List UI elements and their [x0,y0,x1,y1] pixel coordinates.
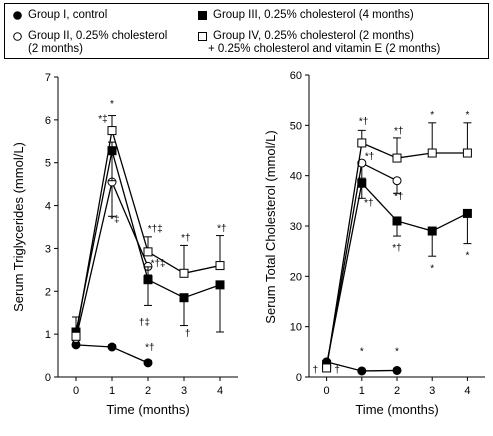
data-point [357,178,367,188]
significance-annotation: * [465,251,469,262]
significance-annotation: * [360,346,364,357]
significance-annotation: *† [364,198,373,209]
significance-annotation: *‡ [110,215,119,226]
x-tick-label: 0 [73,385,79,397]
x-tick-label: 0 [324,385,330,397]
y-tick-label: 60 [290,70,302,82]
data-point [462,148,472,158]
data-point [357,158,367,168]
data-point [427,226,437,236]
data-point [357,138,367,148]
y-tick-label: 20 [290,271,302,283]
data-point [322,363,332,373]
significance-annotation: *† [217,223,226,234]
x-tick-label: 1 [359,385,365,397]
x-tick-label: 4 [217,385,223,397]
x-tick-label: 4 [464,385,470,397]
data-point [143,275,153,285]
legend-marker-filled-circle-icon [13,11,22,20]
x-axis-label: Time (months) [106,402,189,417]
legend-label-line2: (2 months) [28,43,83,55]
series-4 [322,122,472,373]
significance-annotation: * [110,99,114,110]
y-tick-label: 0 [296,372,302,384]
y-tick-label: 0 [45,372,51,384]
legend-label: Group IV, 0.25% cholesterol (2 months) [213,30,414,42]
x-axis-label: Time (months) [355,402,438,417]
x-tick-label: 2 [394,385,400,397]
series-1 [71,340,153,368]
legend-marker-filled-square-icon [198,11,207,20]
data-point [71,331,81,341]
data-point [107,126,117,136]
significance-annotation: † [313,365,319,376]
y-tick-label: 40 [290,171,302,183]
x-tick-label: 2 [145,385,151,397]
data-point [215,261,225,271]
y-tick-label: 10 [290,322,302,334]
significance-annotation: † [334,365,340,376]
significance-annotation: * [465,110,469,121]
significance-annotation: *† [392,243,401,254]
legend-label: Group II, 0.25% cholesterol [28,30,168,42]
data-point [392,216,402,226]
y-axis-label: Serum Total Cholesterol (mmol/L) [263,130,278,323]
data-point [462,208,472,218]
data-point [179,268,189,278]
data-point [392,176,402,186]
data-point [357,366,367,376]
y-tick-label: 6 [45,115,51,127]
data-point [179,293,189,303]
y-tick-label: 2 [45,286,51,298]
y-tick-label: 1 [45,329,51,341]
chart-1: 0 1 2 3 4 5 6 7 0 1 2 3 4 Time (months) Serum Triglyce… [11,72,238,417]
significance-annotation: *† [394,191,403,202]
legend: Group I, control Group II, 0.25% cholest… [4,3,489,59]
x-tick-label: 3 [429,385,435,397]
data-point [215,280,225,290]
legend-label-line2: + 0.25% cholesterol and vitamin E (2 mon… [208,43,441,55]
legend-marker-open-circle-icon [13,32,22,41]
significance-annotation: *†‡ [148,224,163,235]
y-tick-label: 30 [290,221,302,233]
significance-annotation: *†‡ [151,258,166,269]
y-tick-label: 5 [45,158,51,170]
significance-annotation: †‡ [139,318,150,329]
significance-annotation: *† [365,152,374,163]
chart-2: 0 10 20 30 40 50 60 0 1 2 3 4 Time (months) Serum Tot… [263,70,485,417]
y-tick-label: 50 [290,120,302,132]
significance-annotation: *† [359,116,368,127]
y-axis-label: Serum Triglycerides (mmol/L) [11,142,26,312]
y-tick-label: 7 [45,72,51,84]
legend-label: Group III, 0.25% cholesterol (4 months) [213,9,414,21]
legend-label: Group I, control [28,9,108,21]
data-point [107,342,117,352]
significance-annotation: * [430,263,434,274]
series-3 [322,178,472,369]
data-point [392,365,402,375]
x-tick-label: 1 [109,385,115,397]
significance-annotation: *† [181,233,190,244]
significance-annotation: *† [394,126,403,137]
significance-annotation: *† [145,342,154,353]
y-tick-label: 4 [45,201,51,213]
data-point [143,358,153,368]
significance-annotation: * [430,110,434,121]
significance-annotation: *‡ [98,114,107,125]
data-point [427,148,437,158]
data-point [143,247,153,257]
series-4 [71,115,225,341]
legend-marker-open-square-icon [198,32,207,41]
data-point [392,153,402,163]
significance-annotation: † [185,328,191,339]
series-line [325,181,468,365]
y-tick-label: 3 [45,243,51,255]
x-tick-label: 3 [181,385,187,397]
significance-annotation: * [395,346,399,357]
